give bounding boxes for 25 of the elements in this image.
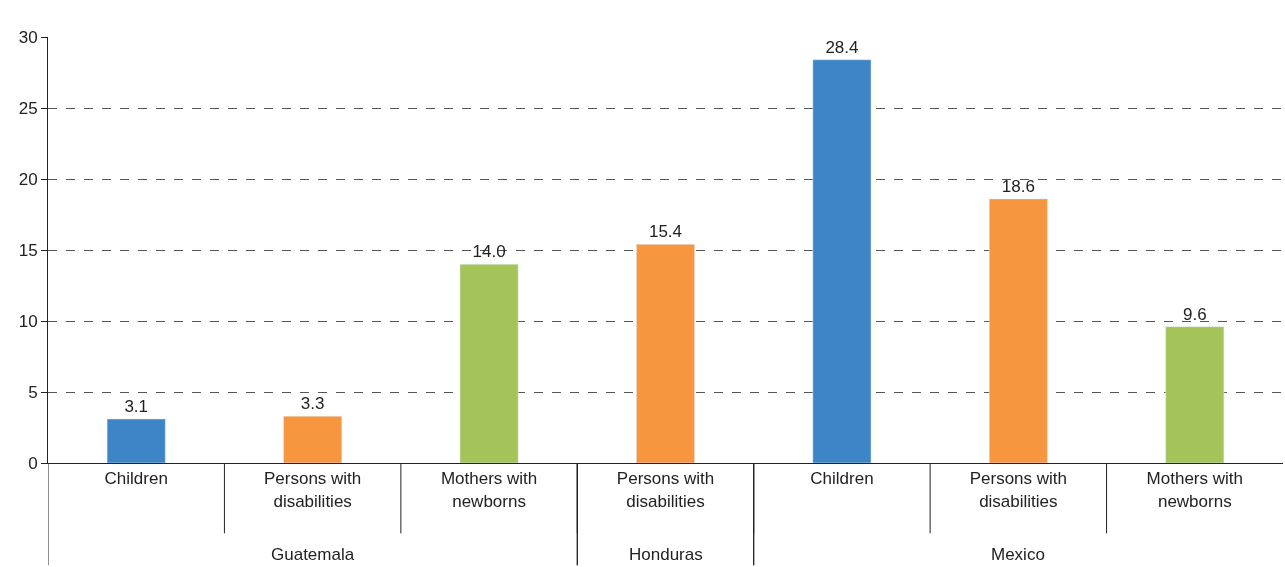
bar — [636, 244, 695, 463]
y-tick-label: 0 — [28, 453, 38, 473]
text: Guatemala — [271, 545, 355, 564]
x-tick-label: Persons with disabilities — [263, 469, 362, 511]
y-tick-label: 20 — [18, 169, 38, 189]
data-label: 9.6 — [1182, 304, 1207, 324]
y-tick-label: 25 — [18, 98, 38, 118]
text: Honduras — [629, 545, 703, 564]
x-tick-label: Children — [104, 469, 168, 489]
data-label: 18.6 — [1001, 176, 1035, 196]
y-tick-label: 5 — [28, 382, 38, 402]
data-label: 14.0 — [472, 242, 506, 262]
data-label: 3.3 — [300, 394, 325, 414]
data-label: 3.1 — [124, 396, 149, 416]
x-tick-label: Mothers with newborns — [1146, 469, 1243, 511]
data-label: 15.4 — [648, 222, 683, 242]
x-tick-label: Persons with disabilities — [616, 469, 715, 511]
x-tick-label: Children — [810, 469, 874, 489]
data-label: 28.4 — [825, 37, 859, 57]
y-tick-label: 30 — [18, 27, 38, 47]
y-tick-label: 15 — [18, 240, 38, 260]
x-tick-label: Persons with disabilities — [969, 469, 1068, 511]
text: Mexico — [991, 545, 1045, 564]
y-tick-label: 10 — [18, 311, 38, 331]
x-tick-label: Mothers with newborns — [440, 469, 538, 511]
